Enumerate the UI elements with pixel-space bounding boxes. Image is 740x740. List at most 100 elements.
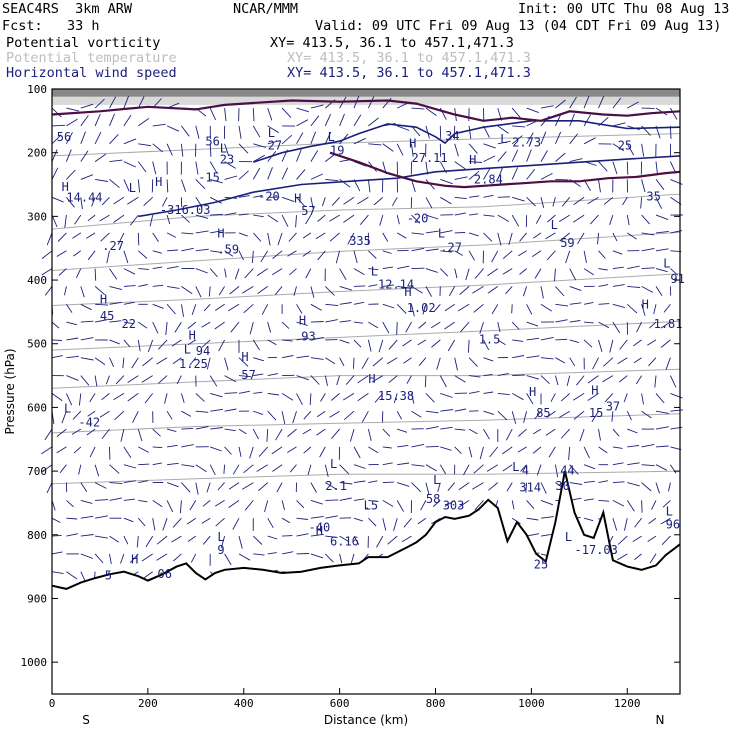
wind-vector [523,411,528,423]
wind-vector [368,480,378,484]
wind-vector [454,196,467,200]
wind-vector [113,393,125,401]
wind-vector [598,339,603,353]
terrain-mask [52,471,680,694]
wind-vector [511,517,521,525]
contour-label: 59 [560,236,574,250]
wind-vector [94,131,102,144]
wind-vector [367,428,372,441]
wind-vector [201,321,211,328]
wind-vector [132,410,139,423]
wind-vector [220,535,226,549]
wind-vector [232,464,240,475]
wind-vector [525,482,528,493]
wind-vector [392,197,398,207]
wind-vector [411,143,414,157]
wind-vector [483,339,490,351]
wind-vector [368,284,378,287]
wind-vector [583,517,594,522]
wind-vector [186,517,197,525]
wind-vector [647,339,657,346]
wind-vector [546,410,556,418]
wind-vector [167,265,179,270]
wind-vector [411,304,415,317]
wind-vector [44,286,53,296]
contour-label: 25 [534,558,548,572]
wind-vector [181,214,190,223]
wind-vector [440,426,453,430]
wind-vector [540,131,547,144]
wind-vector [289,464,297,473]
wind-vector [138,250,148,259]
isentrope-line [51,413,681,434]
wind-vector [325,515,338,519]
wind-vector [87,410,96,417]
isentrope-line [51,470,681,485]
wind-vector [238,390,250,394]
wind-vector [612,97,622,109]
wind-vector [569,464,579,475]
wind-vector [123,446,132,459]
wind-vector [411,393,415,404]
contour-label: L [129,181,136,195]
wind-vector [187,321,197,329]
wind-vector [256,268,268,277]
wind-vector [224,428,236,432]
wind-vector [440,196,452,205]
wind-vector [454,268,458,279]
wind-vector [598,303,610,305]
wind-vector [281,107,292,118]
wind-vector [339,302,352,305]
contour-label: H [591,384,598,398]
wind-vector [209,143,212,157]
wind-vector [80,320,94,323]
wind-vector [51,551,63,555]
wind-vector [210,213,224,216]
wind-vector [310,173,323,180]
wind-vector [80,482,88,493]
wind-vector [252,428,259,440]
wind-vector [152,250,162,254]
wind-vector [166,410,173,420]
wind-vector [526,355,540,359]
contour-label: 6.16 [330,535,359,549]
wind-vector [72,232,82,239]
wind-vector [440,409,454,412]
wind-vector [252,108,255,122]
contour-label: H [131,552,138,566]
wind-vector [517,446,527,453]
wind-vector [152,123,166,127]
wind-vector [152,143,163,153]
wind-vector [120,553,125,564]
wind-vector [572,393,585,401]
wind-vector [339,482,353,485]
wind-vector [238,535,243,549]
wind-vector [454,375,466,383]
wind-vector [587,375,599,384]
wind-vector [591,410,599,422]
wind-vector [166,143,173,156]
wind-vector [506,482,513,492]
wind-vector [512,196,525,202]
wind-vector [138,321,148,329]
wind-vector [373,196,384,206]
wind-vector [382,500,394,507]
wind-vector [540,375,550,385]
wind-vector [227,303,240,312]
wind-vector [302,250,312,257]
wind-vector [353,268,365,275]
wind-vector [71,428,82,435]
y-tick-label: 500 [27,338,47,351]
wind-vector [256,464,268,472]
wind-vector [325,303,339,307]
wind-vector [519,232,527,242]
wind-vector [592,357,599,370]
wind-vector [167,285,180,289]
wind-vector [123,535,129,545]
wind-vector [210,408,224,412]
wind-vector [210,250,223,254]
wind-vector [368,143,382,146]
wind-vector [583,339,593,348]
wind-vector [368,321,379,329]
wind-vector [253,195,263,198]
